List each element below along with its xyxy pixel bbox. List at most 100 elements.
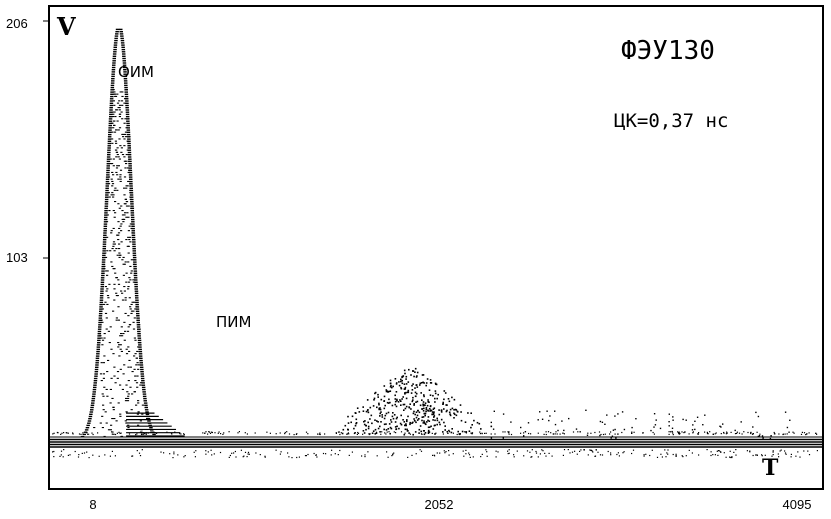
peak-point — [127, 236, 130, 238]
cluster-point — [433, 407, 436, 409]
peak-point — [115, 420, 118, 422]
peak-point — [101, 321, 104, 323]
peak-point — [120, 350, 123, 352]
peak-point — [126, 185, 129, 187]
baseline-noise-point — [531, 456, 533, 458]
peak-point — [130, 210, 134, 212]
baseline-noise-point — [725, 433, 727, 435]
peak-point — [122, 274, 125, 276]
baseline-noise-point — [643, 455, 645, 457]
cluster-point — [414, 387, 416, 389]
cluster-point — [434, 401, 436, 403]
baseline-noise-point — [799, 456, 801, 458]
peak-point — [115, 292, 118, 294]
cluster-point — [416, 375, 418, 377]
peak-point — [105, 422, 108, 424]
peak-point — [122, 60, 126, 62]
peak-point — [118, 109, 121, 111]
peak-point — [125, 154, 128, 156]
peak-point — [103, 435, 106, 437]
peak-point — [110, 89, 114, 91]
peak-point — [106, 158, 111, 160]
baseline-noise-point — [772, 451, 774, 453]
peak-point — [119, 368, 122, 370]
cluster-point — [394, 421, 397, 423]
peak-point — [115, 156, 118, 158]
sparse-point — [612, 429, 615, 431]
peak-point — [99, 301, 104, 304]
sparse-point — [606, 414, 608, 416]
peak-point — [103, 333, 106, 335]
peak-point — [112, 353, 115, 355]
baseline-noise-point — [184, 455, 186, 457]
cluster-point — [374, 428, 377, 431]
peak-point — [85, 427, 90, 429]
peak-point — [121, 118, 124, 120]
baseline-noise-point — [786, 433, 788, 435]
peak-point — [128, 277, 131, 279]
sparse-point — [621, 411, 624, 413]
baseline-noise-point — [179, 433, 181, 435]
sparse-point — [659, 427, 662, 430]
baseline-noise-point — [351, 451, 353, 453]
baseline-noise-point — [264, 455, 266, 457]
sparse-point — [623, 428, 626, 431]
peak-point — [139, 366, 144, 368]
sparse-point — [520, 426, 522, 429]
baseline-noise-point — [361, 455, 363, 457]
peak-point — [123, 102, 126, 104]
baseline-noise-point — [729, 450, 731, 452]
peak-point — [123, 80, 128, 82]
cluster-point — [421, 419, 423, 422]
cluster-point — [421, 399, 423, 401]
peak-point — [112, 409, 115, 411]
baseline-noise-point — [119, 432, 121, 434]
peak-point — [102, 241, 107, 243]
peak-point — [106, 171, 110, 174]
baseline-noise-point — [545, 431, 547, 433]
cluster-point — [392, 417, 395, 420]
baseline-noise-point — [218, 431, 220, 433]
cluster-point — [365, 410, 368, 413]
cluster-point — [448, 400, 451, 403]
baseline-noise-point — [375, 431, 378, 433]
baseline-noise-point — [136, 433, 138, 435]
cluster-point — [440, 418, 443, 421]
peak-point — [147, 420, 151, 422]
peak-point — [137, 346, 140, 348]
peak-point — [127, 380, 130, 382]
peak-point — [129, 194, 134, 196]
peak-point — [106, 160, 111, 163]
peak-point — [131, 232, 134, 234]
cluster-point — [405, 378, 407, 380]
peak-point — [118, 344, 121, 346]
peak-point — [130, 212, 135, 214]
peak-point — [129, 192, 132, 194]
peak-point — [102, 252, 106, 254]
cluster-point — [414, 395, 417, 397]
cluster-point — [402, 419, 404, 421]
baseline-noise-point — [678, 431, 680, 433]
cluster-point — [394, 400, 397, 403]
cluster-point — [378, 408, 380, 411]
peak-point — [103, 227, 107, 230]
cluster-point — [428, 431, 431, 433]
peak-point — [125, 239, 128, 241]
peak-point — [116, 93, 119, 95]
cluster-point — [403, 421, 406, 423]
cluster-point — [453, 398, 456, 401]
cluster-point — [465, 431, 467, 433]
baseline-noise-point — [562, 432, 564, 434]
peak-point — [124, 312, 127, 314]
peak-point — [137, 339, 142, 342]
baseline-noise-point — [735, 449, 737, 451]
cluster-point — [414, 391, 417, 394]
cluster-point — [379, 412, 381, 415]
baseline-noise-point — [420, 433, 423, 435]
baseline-noise-point — [463, 455, 465, 457]
cluster-point — [408, 406, 411, 409]
peak-point — [117, 283, 121, 285]
baseline-noise-point — [656, 456, 659, 458]
peak-point — [136, 319, 140, 321]
baseline-noise-point — [356, 433, 358, 435]
